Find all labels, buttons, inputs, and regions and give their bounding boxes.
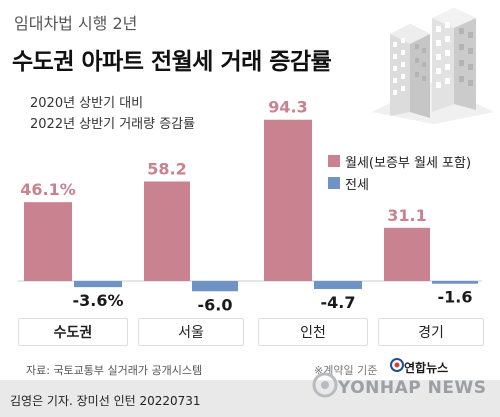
data-label-jeonse-2: -4.7: [321, 293, 356, 312]
data-label-monthly-2: 94.3: [268, 98, 307, 117]
bar-monthly-1: [144, 181, 190, 281]
subtitle-line-2: 2022년 상반기 거래량 증감률: [30, 117, 196, 132]
category-label-incheon: 인천: [258, 318, 368, 346]
bar-jeonse-2: [314, 281, 362, 290]
data-label-monthly-1: 58.2: [147, 159, 186, 178]
data-label-monthly-3: 31.1: [387, 206, 426, 225]
bar-monthly-2: [264, 119, 312, 281]
bar-jeonse-1: [192, 281, 238, 292]
watermark-icon: [312, 372, 338, 398]
brand-english: YONHAP NEWS: [338, 378, 487, 398]
category-label-sudogwon: 수도권: [18, 318, 128, 346]
footer-bar: [0, 380, 500, 417]
bar-jeonse-0: [74, 281, 122, 288]
legend-swatch-monthly: [328, 155, 340, 167]
supertitle: 임대차법 시행 2년: [14, 14, 138, 33]
data-label-jeonse-1: -6.0: [198, 295, 233, 314]
subtitle-line-1: 2020년 상반기 대비: [30, 96, 144, 111]
bar-monthly-3: [384, 227, 430, 281]
legend-swatch-jeonse: [328, 177, 340, 189]
chart-title: 수도권 아파트 전월세 거래 증감률: [12, 49, 332, 75]
category-label-gyeonggi: 경기: [378, 318, 484, 346]
category-label-seoul: 서울: [138, 318, 244, 346]
yonhap-logo-icon: [390, 358, 404, 372]
source-note: 자료: 국토교통부 실거래가 공개시스템: [26, 364, 203, 377]
bar-chart: 46.1% -3.6% 58.2 -6.0 94.3 -4.7 31.1 -1.6: [18, 98, 482, 314]
bar-monthly-0: [24, 202, 72, 281]
data-label-jeonse-3: -1.6: [438, 288, 473, 307]
legend-label-monthly: 월세(보증부 월세 포함): [345, 156, 472, 171]
apartment-buildings-icon: [372, 8, 494, 124]
data-label-monthly-0: 46.1%: [20, 180, 76, 199]
legend-label-jeonse: 전세: [345, 178, 369, 193]
bar-jeonse-3: [432, 281, 478, 284]
data-label-jeonse-0: -3.6%: [72, 291, 123, 310]
credit-line: 김영은 기자. 장미선 인턴 20220731: [10, 394, 201, 408]
brand-korean: 연합뉴스: [404, 361, 449, 375]
